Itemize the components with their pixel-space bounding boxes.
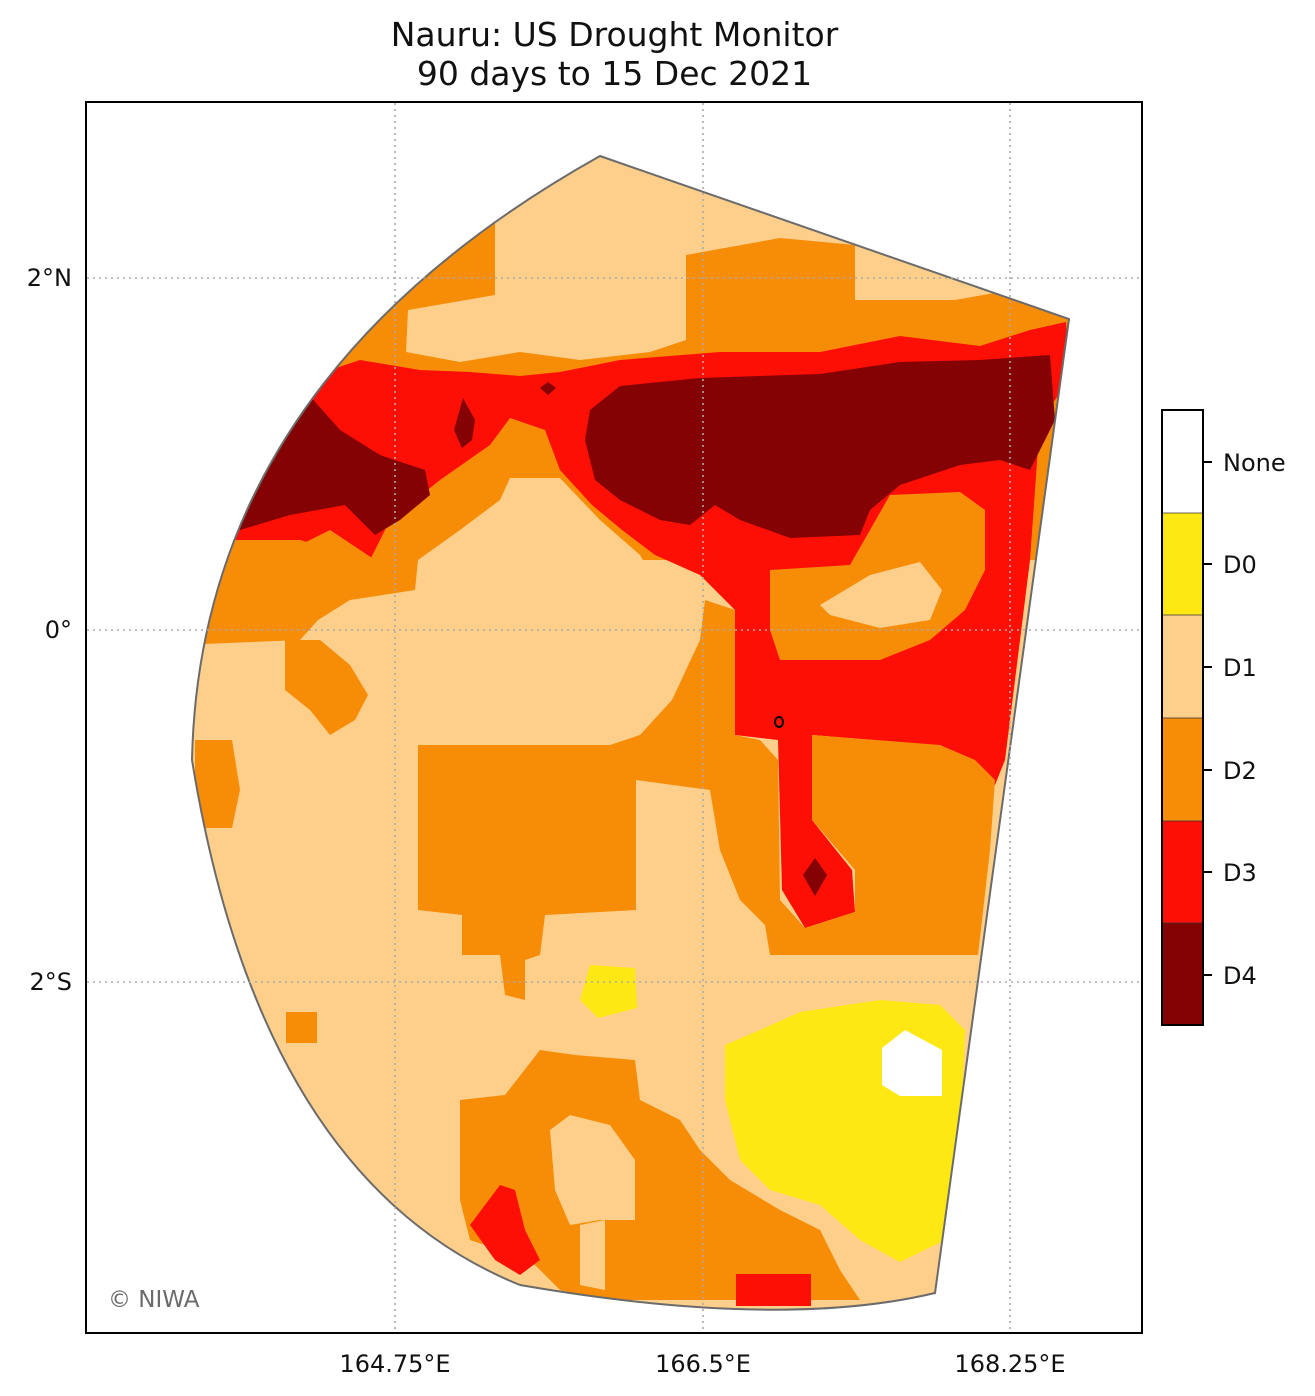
legend-swatch-d1 <box>1162 615 1203 718</box>
region-d2-far-west <box>195 740 240 828</box>
region-d3-south-west <box>470 1185 540 1275</box>
region-d2-west <box>192 530 418 645</box>
legend-label-d2: D2 <box>1223 757 1257 785</box>
region-d0-small <box>580 965 637 1018</box>
legend-label-d4: D4 <box>1223 962 1257 990</box>
map-title: Nauru: US Drought Monitor <box>390 15 839 54</box>
region-d4-north <box>585 355 1055 538</box>
legend-swatch-d2 <box>1162 718 1203 821</box>
region-d1-northeast <box>856 258 955 300</box>
region-d1-east-patch <box>820 562 942 628</box>
contour-ring <box>774 716 784 728</box>
credit-text: © NIWA <box>108 1287 200 1313</box>
lat-tick-3: 2°S <box>29 968 72 996</box>
region-d1-south-inner <box>550 1115 635 1225</box>
region-none-patch <box>882 1030 942 1096</box>
region-d2-south <box>460 1050 860 1300</box>
eez-boundary <box>190 154 1071 1311</box>
legend-swatch-d3 <box>1162 821 1203 923</box>
region-d4-spot-1 <box>454 398 475 448</box>
drought-regions <box>192 156 1069 1310</box>
region-d1-south-strip <box>580 1220 605 1290</box>
lon-tick-3: 168.25°E <box>954 1350 1065 1378</box>
region-d4-spot-2 <box>540 382 556 395</box>
legend: None D0 D1 D2 D3 D4 <box>1161 409 1286 1026</box>
legend-frame <box>1161 409 1204 1026</box>
legend-swatch-d4 <box>1162 923 1203 1025</box>
legend-swatch-none <box>1162 410 1203 513</box>
map-subtitle: 90 days to 15 Dec 2021 <box>416 54 813 93</box>
lon-tick-2: 166.5°E <box>655 1350 751 1378</box>
legend-label-none: None <box>1223 449 1286 477</box>
region-d3-south-block <box>736 1274 811 1306</box>
graticule <box>87 103 1142 1332</box>
region-d2-west-arm <box>285 640 368 735</box>
lon-tick-1: 164.75°E <box>339 1350 450 1378</box>
lat-tick-2: 0° <box>45 616 72 644</box>
region-d4-spot-3 <box>803 858 827 896</box>
legend-label-d3: D3 <box>1223 859 1257 887</box>
legend-label-d1: D1 <box>1223 654 1257 682</box>
region-d2-square <box>286 1012 317 1043</box>
legend-swatch-d0 <box>1162 513 1203 615</box>
legend-label-d0: D0 <box>1223 551 1257 579</box>
map-frame <box>85 101 1143 1334</box>
lat-tick-1: 2°N <box>27 264 72 292</box>
region-d1-central <box>318 478 705 745</box>
region-d2-central <box>418 600 995 1000</box>
